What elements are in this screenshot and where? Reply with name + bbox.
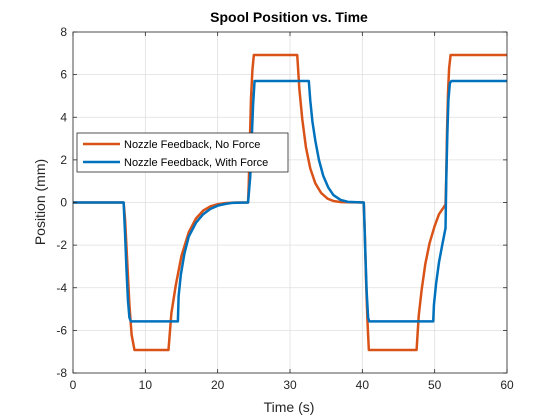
legend-label-with-force: Nozzle Feedback, With Force <box>124 157 268 169</box>
legend-label-no-force: Nozzle Feedback, No Force <box>124 139 260 151</box>
y-tick-label: 0 <box>60 196 67 210</box>
y-tick-label: -6 <box>56 323 67 337</box>
y-tick-label: -2 <box>56 238 67 252</box>
y-tick-label: -8 <box>56 366 67 380</box>
x-tick-label: 20 <box>211 378 225 392</box>
y-tick-label: 4 <box>60 110 67 124</box>
y-tick-label: 8 <box>60 25 67 39</box>
x-tick-label: 10 <box>139 378 153 392</box>
y-tick-label: -4 <box>56 281 67 295</box>
x-tick-label: 60 <box>500 378 514 392</box>
x-tick-label: 30 <box>283 378 297 392</box>
x-tick-label: 50 <box>428 378 442 392</box>
y-tick-label: 6 <box>60 68 67 82</box>
y-axis-label: Position (mm) <box>32 159 48 245</box>
y-tick-label: 2 <box>60 153 67 167</box>
x-tick-label: 0 <box>70 378 77 392</box>
legend: Nozzle Feedback, No Force Nozzle Feedbac… <box>77 133 288 172</box>
x-axis-label: Time (s) <box>264 399 315 415</box>
chart-title: Spool Position vs. Time <box>210 9 368 25</box>
x-tick-label: 40 <box>356 378 370 392</box>
